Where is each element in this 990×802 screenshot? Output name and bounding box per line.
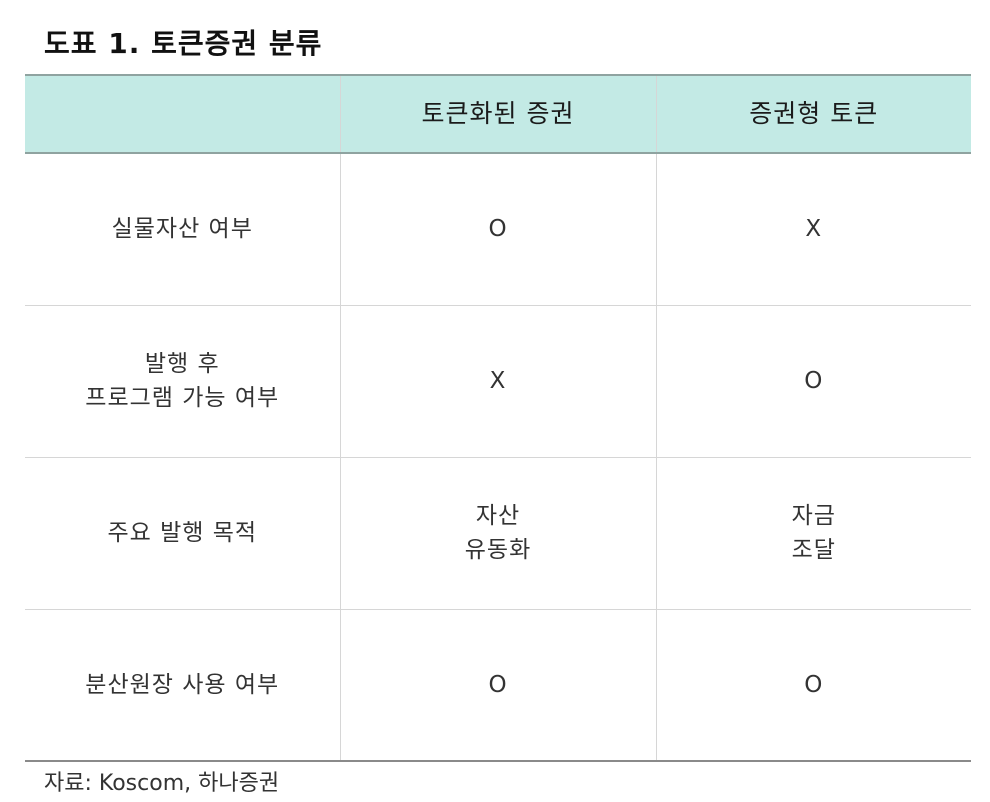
header-blank bbox=[25, 74, 340, 154]
header-security-token: 증권형 토큰 bbox=[655, 74, 971, 154]
table-row: 발행 후 프로그램 가능 여부 X O bbox=[25, 304, 971, 457]
cell-line: 자산 bbox=[475, 503, 521, 529]
cell-line: O bbox=[488, 216, 508, 243]
row-label-line: 프로그램 가능 여부 bbox=[85, 385, 280, 411]
security-token-value: O bbox=[655, 304, 971, 457]
row-label-line: 주요 발행 목적 bbox=[107, 520, 258, 546]
cell-line: X bbox=[805, 216, 823, 243]
security-token-value: O bbox=[655, 608, 971, 762]
table-header-row: 토큰화된 증권 증권형 토큰 bbox=[25, 74, 971, 154]
row-label: 분산원장 사용 여부 bbox=[25, 608, 340, 762]
row-label: 발행 후 프로그램 가능 여부 bbox=[25, 304, 340, 457]
document-title: 도표 1. 토큰증권 분류 bbox=[44, 27, 323, 60]
tokenized-value: O bbox=[339, 153, 656, 305]
source-note: 자료: Koscom, 하나증권 bbox=[44, 771, 280, 796]
table-row: 주요 발행 목적 자산 유동화 자금 조달 bbox=[25, 456, 971, 609]
tokenized-value: X bbox=[339, 304, 656, 457]
cell-line: 자금 bbox=[791, 503, 836, 529]
cell-line: 유동화 bbox=[464, 537, 532, 563]
cell-line: O bbox=[804, 368, 824, 394]
table-row: 실물자산 여부 O X bbox=[25, 153, 971, 305]
row-label-line: 분산원장 사용 여부 bbox=[85, 671, 280, 698]
security-token-value: X bbox=[655, 153, 971, 305]
header-tokenized-securities: 토큰화된 증권 bbox=[339, 74, 656, 154]
cell-line: O bbox=[804, 671, 824, 698]
row-label: 실물자산 여부 bbox=[25, 153, 340, 305]
cell-line: X bbox=[489, 368, 507, 394]
tokenized-value: O bbox=[339, 608, 656, 762]
row-label-line: 발행 후 bbox=[144, 351, 220, 377]
cell-line: 조달 bbox=[791, 537, 836, 563]
table-row: 분산원장 사용 여부 O O bbox=[25, 608, 971, 762]
row-label-line: 실물자산 여부 bbox=[111, 216, 253, 243]
tokenized-value: 자산 유동화 bbox=[339, 456, 656, 609]
row-label: 주요 발행 목적 bbox=[25, 456, 340, 609]
security-token-value: 자금 조달 bbox=[655, 456, 971, 609]
classification-table: 토큰화된 증권 증권형 토큰 실물자산 여부 O X 발행 후 프로그램 가능 … bbox=[25, 74, 971, 762]
cell-line: O bbox=[488, 671, 508, 698]
